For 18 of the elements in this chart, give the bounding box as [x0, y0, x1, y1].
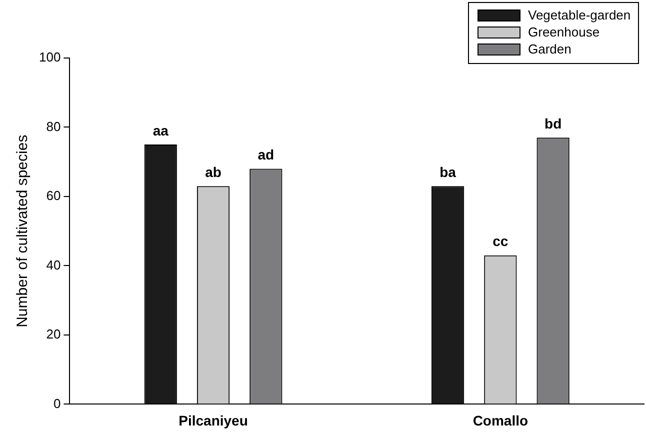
x-tick-label: Comallo: [472, 412, 528, 428]
data-label: ab: [205, 164, 222, 180]
data-label: ba: [440, 164, 456, 180]
y-tick-label: 40: [46, 257, 61, 272]
y-tick-label: 0: [53, 396, 61, 411]
y-tick-label: 100: [38, 50, 61, 65]
y-tick-label: 80: [46, 118, 61, 134]
legend-label: Garden: [528, 42, 572, 57]
legend-label: Greenhouse: [528, 24, 600, 40]
data-label: aa: [152, 122, 169, 138]
data-label: ad: [258, 146, 274, 163]
legend-label: Vegetable-garden: [528, 8, 631, 23]
data-label: cc: [492, 233, 508, 250]
data-label: bd: [544, 115, 562, 132]
y-axis-title: Number of cultivated species: [14, 134, 32, 328]
x-tick-label: Pilcaniyeu: [178, 412, 248, 428]
y-tick-label: 20: [46, 326, 61, 342]
y-tick-label: 60: [46, 188, 61, 204]
